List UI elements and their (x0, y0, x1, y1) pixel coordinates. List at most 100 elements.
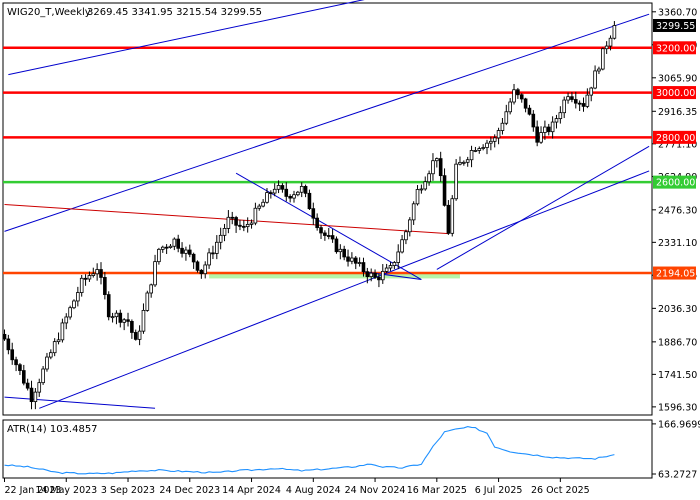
candle (330, 229, 335, 243)
atr-line-layer (4, 426, 615, 475)
candle (276, 180, 281, 194)
level-tag-label: 2600.00 (656, 178, 695, 189)
candle (110, 312, 115, 323)
candle (52, 338, 57, 357)
candle (577, 100, 582, 111)
candle (218, 227, 223, 250)
time-tick-label: 24 Dec 2023 (159, 485, 220, 496)
trend-line-4[interactable] (436, 145, 650, 270)
candle (245, 217, 250, 233)
candle (103, 272, 107, 300)
candle (373, 269, 377, 280)
candle (365, 267, 370, 284)
candle (199, 268, 204, 279)
candle (546, 123, 551, 136)
candle (249, 219, 254, 229)
price-tick-label: 3360.70 (658, 7, 697, 18)
candle (284, 182, 289, 202)
candle (377, 273, 381, 288)
candle (56, 332, 61, 345)
trend-line-6[interactable] (363, 271, 422, 281)
candle (608, 35, 613, 51)
candle (29, 380, 34, 410)
time-tick-label: 14 May 2023 (35, 485, 97, 496)
candle (33, 388, 38, 410)
candle (253, 202, 258, 226)
candle (512, 83, 516, 105)
trend-line-2[interactable] (39, 170, 650, 409)
candle (543, 120, 547, 140)
candle (342, 245, 346, 261)
candle (292, 190, 296, 203)
candle (361, 257, 366, 277)
candle (172, 237, 177, 251)
trend-line-3[interactable] (4, 396, 156, 409)
candle (207, 248, 211, 269)
candle (435, 157, 439, 168)
candle (601, 47, 605, 71)
horizontal-levels-layer (3, 46, 652, 275)
candle (280, 183, 285, 193)
time-tick-label: 22 Jan 2023 (5, 485, 62, 496)
level-tag-label: 3200.00 (656, 43, 695, 54)
candle (384, 263, 389, 274)
candle (269, 190, 273, 199)
support-zone (209, 273, 460, 279)
candle (265, 188, 269, 204)
candle (392, 261, 397, 270)
candle (83, 274, 88, 286)
price-tick-label: 2476.30 (658, 205, 697, 216)
candle (191, 252, 196, 269)
candle (400, 235, 404, 254)
candle (523, 97, 528, 113)
candle (589, 86, 594, 102)
candle (242, 219, 246, 232)
atr-axis: 166.9699 63.2727 (652, 419, 700, 481)
price-panel[interactable]: WIG20_T,Weekly 3269.45 3341.95 3215.54 3… (2, 0, 653, 416)
candle (176, 234, 181, 253)
candle (323, 230, 327, 241)
candle (257, 203, 262, 211)
candle (404, 229, 408, 245)
candle (566, 92, 570, 104)
atr-panel[interactable]: ATR(14) 103.4857 (2, 419, 653, 479)
candle (126, 312, 130, 327)
candle (585, 88, 590, 109)
atr-tick-label: 63.2727 (658, 470, 697, 481)
candle (353, 256, 358, 270)
candle (6, 334, 11, 355)
level-tag-1: 3000.00 (653, 86, 696, 100)
candle (130, 319, 134, 339)
candle (496, 127, 501, 145)
trend-lines-layer (4, 0, 650, 409)
candle (10, 342, 15, 365)
candle (68, 305, 72, 320)
candle (562, 96, 566, 119)
candle (508, 98, 512, 115)
candle (203, 261, 208, 279)
candle (41, 365, 45, 385)
trend-line-1[interactable] (4, 13, 650, 232)
candle (91, 267, 96, 278)
candle (357, 257, 362, 267)
candle (558, 106, 563, 124)
level-tag-4: 2194.05 (653, 266, 696, 280)
candle (45, 352, 49, 372)
candle (180, 242, 184, 258)
candle (535, 120, 539, 147)
candle (477, 146, 482, 154)
candle (64, 313, 69, 330)
trend-line-0[interactable] (8, 0, 518, 76)
candle (234, 215, 238, 233)
candle (326, 228, 331, 240)
candle (168, 244, 173, 249)
price-tick-label: 2036.30 (658, 304, 697, 315)
candle (2, 329, 7, 341)
candle (106, 291, 111, 321)
trend-line-7[interactable] (4, 204, 449, 235)
candle (238, 219, 242, 231)
candle (485, 139, 489, 155)
candle (612, 21, 617, 40)
candle (427, 170, 431, 186)
